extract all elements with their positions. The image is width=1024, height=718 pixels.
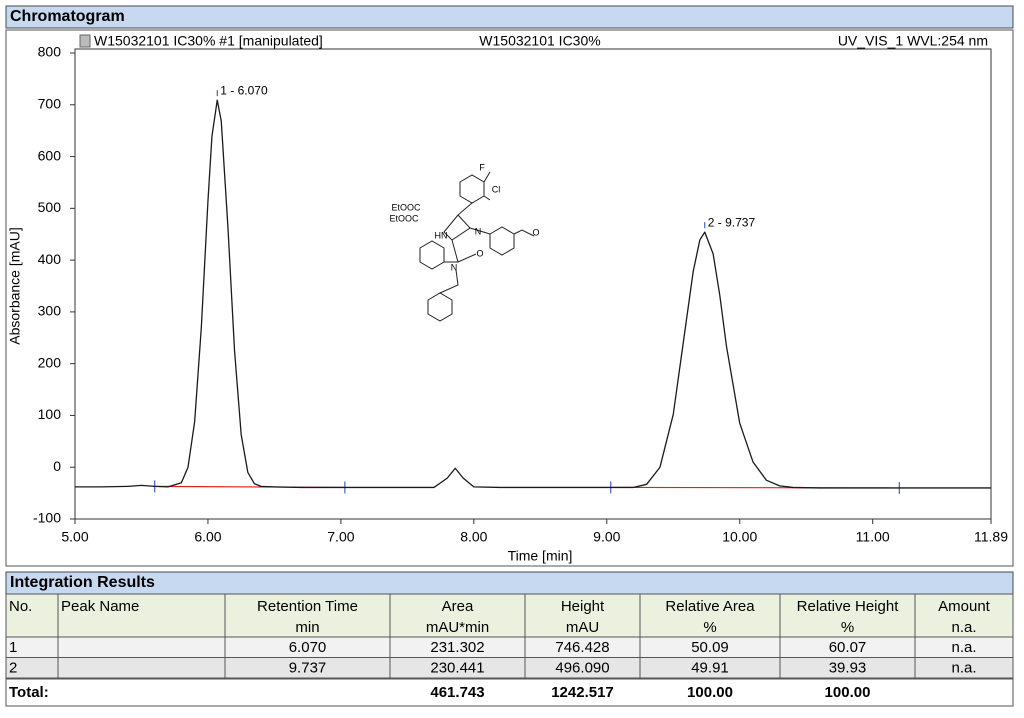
x-tick-label: 9.00 <box>593 529 620 545</box>
cell: 6.070 <box>289 639 327 656</box>
cell: 2 <box>9 659 17 676</box>
structure-label: HN <box>435 230 448 240</box>
column-header: Area <box>442 598 474 615</box>
column-header: Peak Name <box>61 598 139 615</box>
chromatogram-line <box>75 99 991 489</box>
cell: n.a. <box>951 639 976 656</box>
cell: 49.91 <box>691 659 729 676</box>
chart-header: W15032101 IC30% <box>479 33 600 49</box>
total-row <box>5 678 1014 707</box>
column-unit: mAU <box>566 619 599 636</box>
total-cell: 100.00 <box>825 684 871 701</box>
total-cell: 1242.517 <box>551 684 614 701</box>
y-tick-label: 300 <box>38 303 62 319</box>
structure-label: O <box>476 248 483 258</box>
cell: 231.302 <box>430 639 484 656</box>
column-unit: % <box>703 619 716 636</box>
cell: 60.07 <box>829 639 867 656</box>
cell: 1 <box>9 639 17 656</box>
structure <box>419 171 535 322</box>
x-tick-label: 5.00 <box>61 529 88 545</box>
chart-header: W15032101 IC30% #1 [manipulated] <box>94 33 323 49</box>
total-cell: 461.743 <box>430 684 484 701</box>
y-tick-label: 0 <box>53 458 61 474</box>
column-header: No. <box>9 598 32 615</box>
column-unit: mAU*min <box>426 619 489 636</box>
peak-label: 2 - 9.737 <box>708 215 756 229</box>
x-tick-label: 11.89 <box>974 529 1008 545</box>
section-bar <box>5 5 1014 29</box>
x-tick-label: 7.00 <box>327 529 354 545</box>
column-unit: n.a. <box>951 619 976 636</box>
x-tick-label: 8.00 <box>460 529 487 545</box>
total-cell: 100.00 <box>687 684 733 701</box>
column-unit: min <box>295 619 319 636</box>
structure-label: EtOOC <box>391 202 421 212</box>
y-tick-label: 700 <box>38 95 62 111</box>
section-title: Integration Results <box>10 574 155 591</box>
structure-label: N <box>451 262 458 272</box>
y-tick-label: 100 <box>38 406 62 422</box>
cell: 230.441 <box>430 659 484 676</box>
column-header: Amount <box>938 598 991 615</box>
y-tick-label: 800 <box>38 44 62 60</box>
cell: 496.090 <box>555 659 609 676</box>
chart-header: UV_VIS_1 WVL:254 nm <box>838 33 988 49</box>
structure-label: N <box>475 226 482 236</box>
total-cell: Total: <box>9 684 49 701</box>
y-tick-label: 600 <box>38 147 62 163</box>
y-tick-label: 400 <box>38 251 62 267</box>
structure-label: F <box>479 162 485 172</box>
y-tick-label: 500 <box>38 199 62 215</box>
doc-icon <box>79 34 91 48</box>
section-title: Chromatogram <box>10 8 125 25</box>
x-tick-label: 11.00 <box>856 529 890 545</box>
column-unit: % <box>841 619 854 636</box>
column-header: Relative Area <box>665 598 755 615</box>
column-header: Height <box>561 598 605 615</box>
chart-frame <box>5 29 1014 567</box>
x-tick-label: 10.00 <box>722 529 757 545</box>
cell: 39.93 <box>829 659 867 676</box>
structure-label: EtOOC <box>389 213 419 223</box>
y-tick-label: 200 <box>38 354 62 370</box>
cell: 746.428 <box>555 639 609 656</box>
section-bar <box>5 571 1014 595</box>
structure-label: Cl <box>492 184 501 194</box>
structure-label: O <box>532 227 539 237</box>
y-tick-label: -100 <box>33 510 61 526</box>
y-axis-label: Absorbance [mAU] <box>7 227 23 345</box>
peak-label: 1 - 6.070 <box>220 83 268 97</box>
column-header: Relative Height <box>797 598 900 615</box>
cell: 9.737 <box>289 659 327 676</box>
column-header: Retention Time <box>257 598 358 615</box>
x-axis-label: Time [min] <box>508 548 573 564</box>
x-tick-label: 6.00 <box>194 529 221 545</box>
plot-frame <box>74 48 992 520</box>
cell: 50.09 <box>691 639 729 656</box>
cell: n.a. <box>951 659 976 676</box>
